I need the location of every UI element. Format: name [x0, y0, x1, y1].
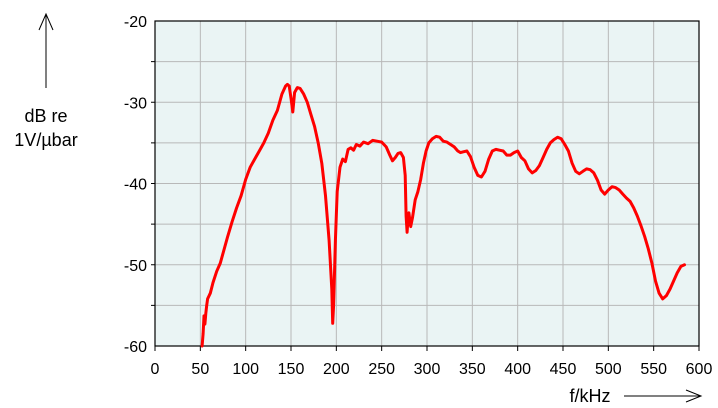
x-tick-label: 200: [323, 361, 350, 378]
x-tick-label: 100: [232, 361, 259, 378]
y-tick-label: -40: [124, 177, 147, 194]
x-tick-label: 450: [550, 361, 577, 378]
x-tick-label: 400: [504, 361, 531, 378]
y-tick-labels: -60 -50 -40 -30 -20: [124, 14, 147, 356]
x-tick-label: 600: [686, 361, 713, 378]
series-line: [200, 82, 686, 348]
tick-marks: [151, 61, 700, 351]
y-axis-arrow: [38, 12, 54, 88]
x-tick-label: 500: [595, 361, 622, 378]
y-tick-label: -50: [124, 258, 147, 275]
x-axis-title: f/kHz: [569, 386, 610, 406]
y-axis-title-line-1: dB re: [24, 106, 67, 126]
gridlines: [155, 21, 699, 346]
y-tick-label: -30: [124, 95, 147, 112]
y-axis-title-line-2: 1V/µbar: [14, 130, 77, 150]
y-tick-label: -60: [124, 339, 147, 356]
x-tick-labels: 0 50 100 150 200 250 300 350 400 450 500 550 600: [151, 361, 713, 378]
x-tick-label: 0: [151, 361, 160, 378]
x-axis-arrow: [624, 389, 703, 403]
x-tick-label: 250: [368, 361, 395, 378]
x-tick-label: 50: [191, 361, 209, 378]
x-tick-label: 300: [414, 361, 441, 378]
y-tick-label: -20: [124, 14, 147, 31]
x-tick-label: 350: [459, 361, 486, 378]
x-tick-label: 550: [640, 361, 667, 378]
x-tick-label: 150: [278, 361, 305, 378]
